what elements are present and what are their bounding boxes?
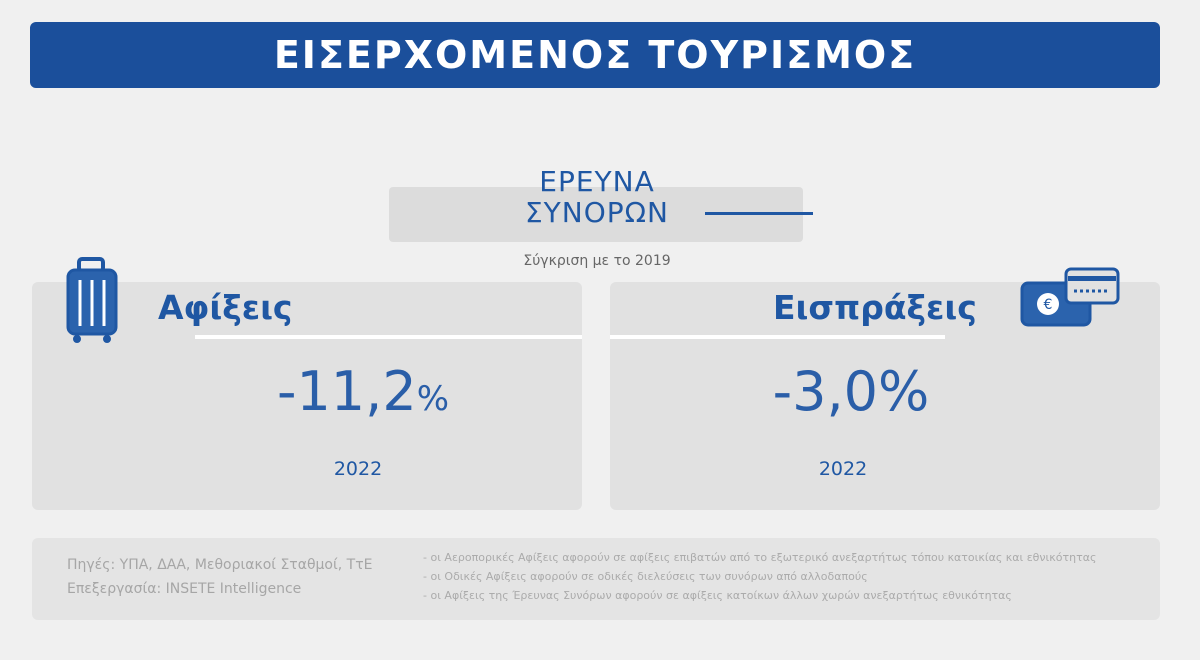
section-rule	[705, 212, 813, 215]
card-label: Αφίξεις	[158, 288, 293, 327]
payment-icon: €	[1020, 267, 1120, 327]
card-year: 2022	[333, 458, 383, 480]
card-label: Εισπράξεις	[773, 288, 977, 327]
footer-box	[32, 538, 1160, 620]
suitcase-icon	[66, 257, 118, 343]
card-value: -11,2%	[88, 360, 638, 423]
card-value: -3,0%	[576, 360, 1126, 423]
source-line: Επεξεργασία: INSETE Intelligence	[67, 581, 302, 597]
subtitle: Σύγκριση με το 2019	[523, 253, 671, 269]
value: -11,2	[276, 360, 417, 423]
header-title: ΕΙΣΕΡΧΟΜΕΝΟΣ ΤΟΥΡΙΣΜΟΣ	[273, 33, 917, 77]
section-title: ΕΡΕΥΝΑ	[539, 165, 655, 198]
unit: %	[878, 360, 930, 423]
source-line: Πηγές: ΥΠΑ, ΔΑΑ, Μεθοριακοί Σταθμοί, ΤτΕ	[67, 557, 373, 573]
header-bar: ΕΙΣΕΡΧΟΜΕΝΟΣ ΤΟΥΡΙΣΜΟΣ	[30, 22, 1160, 88]
card-year: 2022	[818, 458, 868, 480]
card-rule	[195, 335, 582, 339]
note-line: - οι Οδικές Αφίξεις αφορούν σε οδικές δι…	[423, 570, 868, 583]
unit: %	[416, 379, 450, 419]
card	[32, 282, 582, 510]
card-rule	[610, 335, 945, 339]
note-line: - οι Αφίξεις της Έρευνας Συνόρων αφορούν…	[423, 589, 1012, 602]
note-line: - οι Αεροπορικές Αφίξεις αφορούν σε αφίξ…	[423, 551, 1097, 564]
value: -3,0	[772, 360, 879, 423]
section-title: ΣΥΝΟΡΩΝ	[524, 196, 669, 229]
svg-text:€: €	[1044, 297, 1053, 313]
